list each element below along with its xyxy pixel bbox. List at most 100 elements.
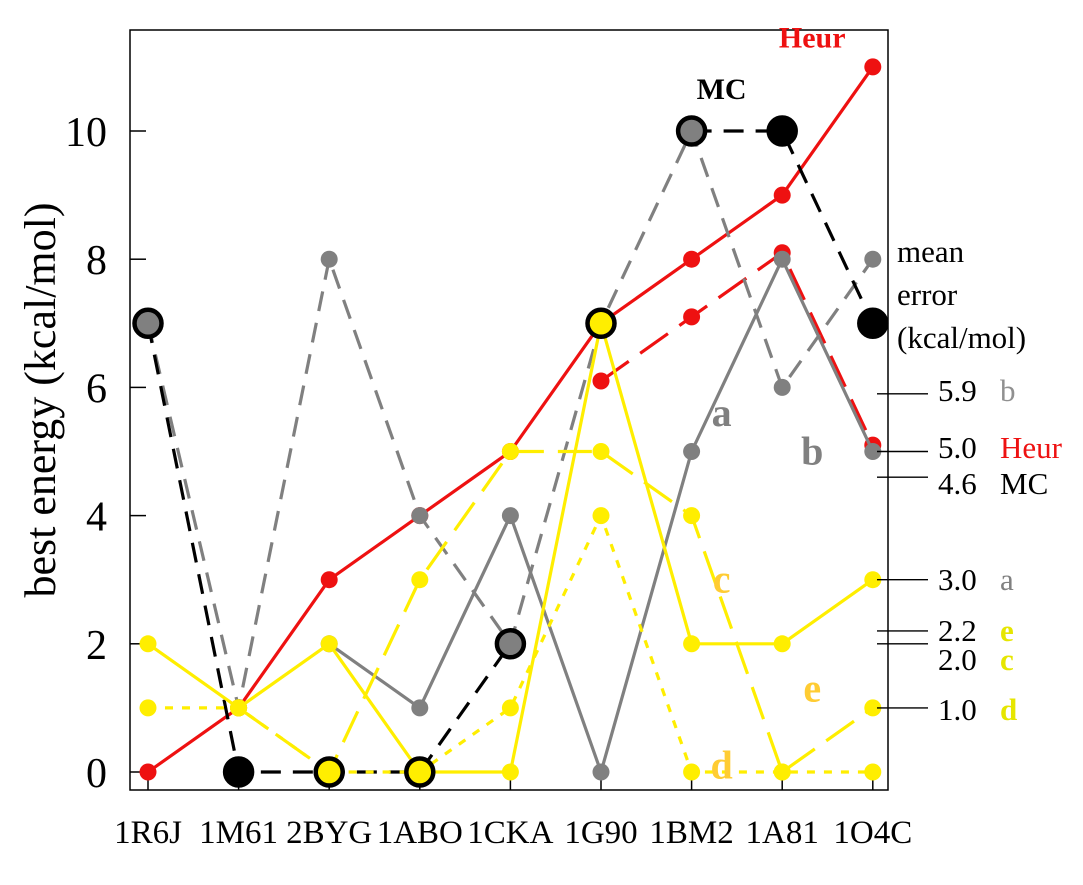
series-label-a: a	[712, 390, 732, 435]
data-point-c-5-1bm2	[683, 635, 701, 653]
data-point-e-6-1o4c	[864, 699, 882, 717]
data-point-c-5-2byg	[320, 635, 338, 653]
data-point-heur-0-1r6j	[139, 763, 157, 781]
x-tick-label-1cka: 1CKA	[467, 815, 553, 851]
y-tick-label-8: 8	[86, 238, 107, 284]
big-marker-1r6j	[132, 307, 164, 340]
data-point-b-3-2byg	[320, 250, 338, 268]
x-tick-label-1bm2: 1BM2	[649, 815, 733, 851]
data-point-b-3-1o4c	[864, 250, 882, 268]
data-point-e-6-1bm2	[683, 507, 701, 525]
x-axis: 1R6J 1M61 2BYG 1ABO 1CKA 1G90 1BM2 1A81 1O4C	[114, 776, 912, 851]
series-label-b: b	[801, 428, 823, 473]
mean-error-name-e: e	[1000, 613, 1014, 648]
data-point-heur-0-1o4c	[864, 58, 882, 76]
series-unnamed-1	[592, 244, 882, 454]
series-line-unnamed-1-0	[600, 251, 875, 446]
series-line-heur-0-0	[147, 65, 875, 774]
series-line-mc-4-1	[691, 129, 875, 324]
data-point-e-6-1g90	[592, 443, 610, 460]
big-marker-1g90	[585, 307, 617, 340]
mean-error-value-d: 1.0	[938, 692, 977, 727]
data-point-e-6-1abo	[411, 571, 429, 589]
y-tick-label-10: 10	[65, 110, 107, 156]
mean-error-value-heur: 5.0	[938, 430, 977, 465]
data-point-a-2-1o4c	[864, 443, 882, 460]
series-line-e-6-0	[237, 449, 874, 774]
data-point-d-7-1bm2	[683, 763, 701, 781]
big-marker-1bm2	[675, 115, 708, 147]
y-tick-label-2: 2	[86, 623, 107, 669]
data-point-heur-0-2byg	[320, 571, 338, 589]
mean-error-name-c: c	[1000, 642, 1014, 677]
x-tick-label-1a81: 1A81	[746, 815, 819, 851]
x-tick-label-2byg: 2BYG	[286, 815, 372, 851]
data-point-c-5-1cka	[501, 763, 519, 781]
series-b-3	[139, 122, 882, 717]
series-e-6	[230, 443, 882, 781]
y-tick-label-6: 6	[86, 366, 107, 412]
y-tick-label-4: 4	[86, 495, 107, 541]
data-point-c-5-1o4c	[864, 571, 882, 589]
data-point-d-7-1r6j	[139, 699, 157, 717]
data-point-unnamed-1-1bm2	[683, 308, 701, 326]
mean-error-name-a: a	[1000, 562, 1014, 597]
plot-frame	[129, 29, 889, 791]
y-axis: 0 2 4 6 8 10	[65, 110, 146, 797]
data-point-c-5-1r6j	[139, 635, 157, 653]
series-label-e: e	[803, 665, 821, 710]
legend-title-line-2: error	[897, 277, 958, 312]
x-tick-label-1abo: 1ABO	[377, 815, 463, 851]
data-point-b-3-1a81	[773, 378, 791, 396]
legend-title-line-3: (kcal/mol)	[897, 320, 1026, 355]
data-point-a-2-1cka	[501, 507, 519, 525]
data-point-a-2-1a81	[773, 250, 791, 268]
mean-error-value-b: 5.9	[938, 373, 977, 408]
big-marker-1o4c	[857, 307, 889, 340]
data-point-a-2-1abo	[411, 699, 429, 717]
mean-error-name-b: b	[1000, 373, 1016, 408]
legend-title-line-1: mean	[897, 234, 965, 269]
x-tick-label-1g90: 1G90	[564, 815, 637, 851]
data-point-heur-0-1bm2	[683, 250, 701, 268]
data-point-d-7-1a81	[773, 763, 791, 781]
big-marker-1cka	[494, 628, 527, 660]
data-point-a-2-1g90	[592, 763, 610, 781]
data-point-heur-0-1a81	[773, 186, 791, 204]
mean-error-name-d: d	[1000, 692, 1017, 727]
data-point-b-3-1abo	[411, 507, 429, 525]
data-point-d-7-1m61	[230, 699, 248, 717]
x-tick-label-1o4c: 1O4C	[833, 815, 912, 851]
series-label-c: c	[713, 557, 731, 602]
series-label-mc: MC	[697, 73, 747, 106]
series-heur-0	[139, 58, 882, 781]
x-tick-label-1r6j: 1R6J	[114, 815, 182, 851]
marker-layer	[132, 115, 889, 788]
series-label-heur: Heur	[779, 22, 846, 55]
big-marker-1a81	[766, 115, 798, 147]
mean-error-name-mc: MC	[1000, 466, 1048, 501]
mean-error-name-heur: Heur	[1000, 430, 1063, 465]
data-point-a-2-1bm2	[683, 443, 701, 460]
data-point-unnamed-1-1g90	[592, 372, 610, 390]
data-point-e-6-1cka	[501, 443, 519, 460]
mean-error-value-mc: 4.6	[938, 466, 977, 501]
data-point-d-7-1cka	[501, 699, 519, 717]
y-tick-label-0: 0	[86, 751, 107, 797]
mean-error-legend: mean error (kcal/mol) 5.9 b 5.0 Heur 4.6 MC 3.0 a 2…	[877, 234, 1063, 727]
series-layer	[139, 58, 882, 781]
big-marker-1abo	[404, 756, 436, 788]
series-line-b-3-0	[146, 129, 875, 710]
data-point-c-5-1a81	[773, 635, 791, 653]
series-labels: Heur MC a b c e d	[697, 22, 846, 788]
mean-error-value-c: 2.0	[938, 642, 977, 677]
big-marker-1m61	[222, 756, 255, 788]
data-point-d-7-1g90	[592, 507, 610, 525]
mean-error-value-a: 3.0	[938, 562, 977, 597]
big-marker-2byg	[313, 756, 345, 788]
y-axis-label: best energy (kcal/mol)	[16, 202, 65, 597]
series-label-d: d	[710, 742, 732, 787]
x-tick-label-1m61: 1M61	[199, 815, 278, 851]
data-point-d-7-1o4c	[864, 763, 882, 781]
